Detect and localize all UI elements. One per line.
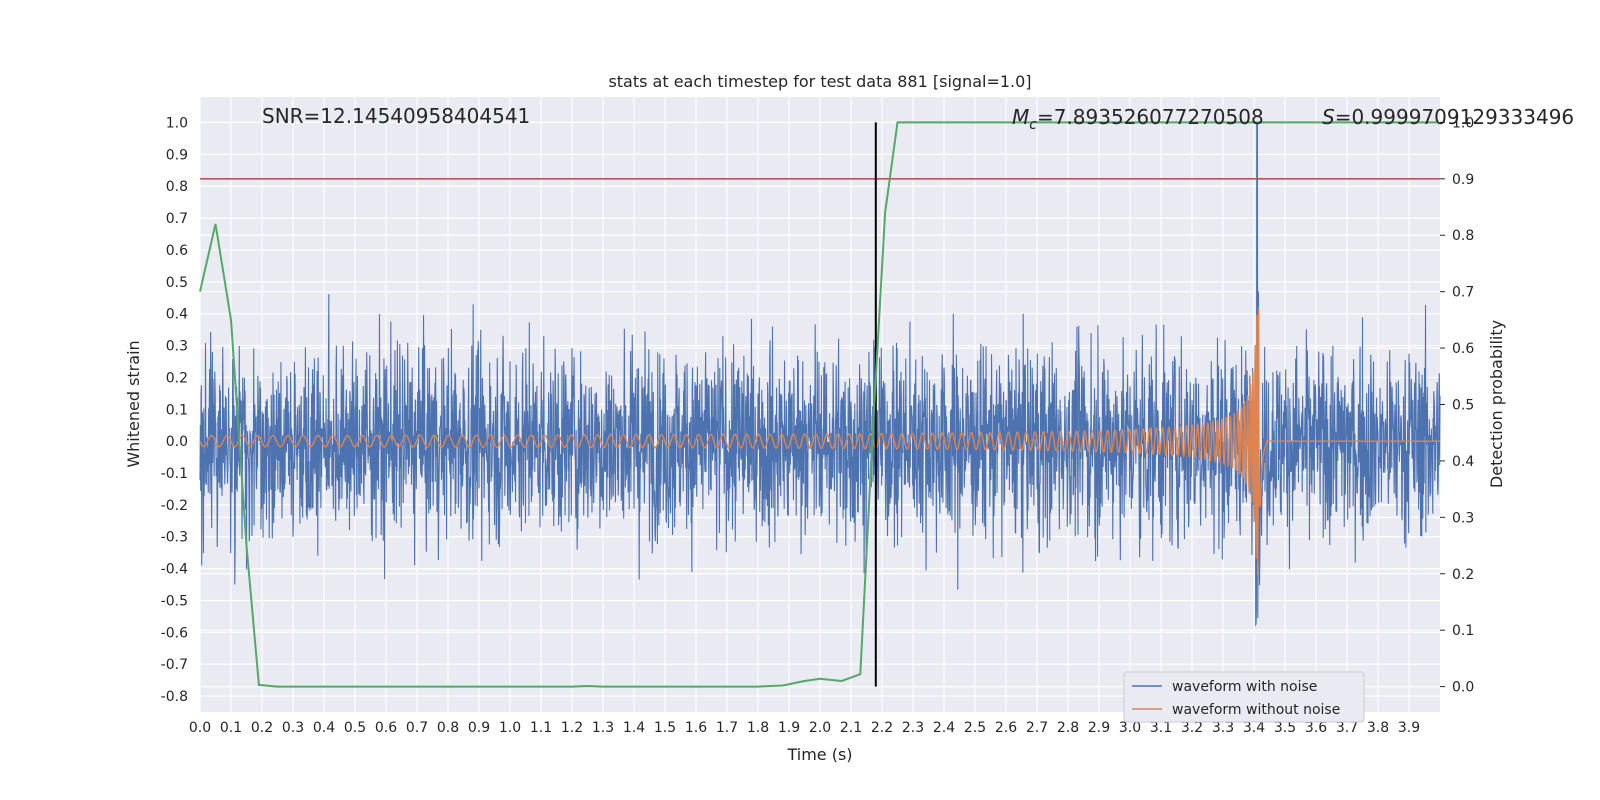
x-tick-label: 2.2 bbox=[871, 720, 893, 736]
x-tick-label: 0.9 bbox=[468, 720, 490, 736]
x-axis-label: Time (s) bbox=[786, 745, 852, 764]
y-left-tick-label: -0.1 bbox=[161, 466, 188, 482]
y-left-tick-label: 0.0 bbox=[166, 434, 188, 450]
x-tick-label: 2.1 bbox=[840, 720, 862, 736]
legend: waveform with noise waveform without noi… bbox=[1123, 671, 1365, 723]
y-right-tick-label: 0.2 bbox=[1452, 567, 1474, 583]
y-left-tick-label: 0.2 bbox=[166, 370, 188, 386]
y-axis-left-label: Whitened strain bbox=[124, 340, 143, 467]
detection-probability-series bbox=[199, 121, 1437, 688]
x-tick-label: 1.7 bbox=[716, 720, 738, 736]
x-tick-label: 2.4 bbox=[933, 720, 955, 736]
y-left-tick-label: -0.4 bbox=[161, 562, 188, 578]
x-tick-label: 3.3 bbox=[1212, 720, 1234, 736]
y-left-tick-label: 0.7 bbox=[166, 211, 188, 227]
y-right-tick-label: 0.6 bbox=[1452, 341, 1474, 357]
x-tick-label: 1.6 bbox=[685, 720, 707, 736]
snr-annotation: SNR=12.14540958404541 bbox=[262, 104, 530, 128]
y-left-tick-label: -0.5 bbox=[161, 593, 188, 609]
chart-title: stats at each timestep for test data 881… bbox=[608, 72, 1031, 91]
x-tick-label: 2.6 bbox=[995, 720, 1017, 736]
x-tick-label: 0.4 bbox=[313, 720, 335, 736]
x-tick-label: 1.4 bbox=[623, 720, 645, 736]
y-axis-left-ticks: 1.0 0.9 0.8 0.7 0.6 0.5 0.4 0.3 0.2 0.1 0.0 -0.1 -0.… bbox=[161, 115, 188, 705]
y-left-tick-label: 0.4 bbox=[166, 307, 188, 323]
y-right-tick-label: 0.5 bbox=[1452, 398, 1474, 414]
y-left-tick-label: -0.3 bbox=[161, 530, 188, 546]
x-tick-label: 1.1 bbox=[530, 720, 552, 736]
y-left-tick-label: 0.6 bbox=[166, 243, 188, 259]
y-left-tick-label: -0.7 bbox=[161, 657, 188, 673]
chirp-mass-annotation: Mc=7.893526077270508 bbox=[1012, 105, 1264, 133]
legend-label-noise: waveform with noise bbox=[1172, 679, 1317, 695]
x-tick-label: 1.5 bbox=[654, 720, 676, 736]
y-left-tick-label: 0.9 bbox=[166, 147, 188, 163]
x-tick-label: 2.0 bbox=[809, 720, 831, 736]
y-right-tick-label: 0.8 bbox=[1452, 228, 1474, 244]
y-left-tick-label: 0.5 bbox=[166, 275, 188, 291]
x-tick-label: 2.5 bbox=[964, 720, 986, 736]
y-right-tick-label: 0.0 bbox=[1452, 680, 1474, 696]
detection-probability-line bbox=[199, 121, 1437, 688]
x-tick-label: 0.1 bbox=[220, 720, 242, 736]
x-tick-label: 0.2 bbox=[251, 720, 273, 736]
x-tick-label: 2.7 bbox=[1026, 720, 1048, 736]
y-left-tick-label: -0.2 bbox=[161, 498, 188, 514]
waveform-without-noise-series bbox=[199, 307, 1440, 575]
x-tick-label: 3.8 bbox=[1367, 720, 1389, 736]
x-tick-label: 3.7 bbox=[1336, 720, 1358, 736]
x-tick-label: 3.6 bbox=[1305, 720, 1327, 736]
x-tick-label: 1.0 bbox=[499, 720, 521, 736]
x-axis-ticks: 0.0 0.1 0.2 0.3 0.4 0.5 0.6 0.7 0.8 0.9 1.0 1.1 1.2 1… bbox=[189, 720, 1420, 736]
x-tick-label: 1.2 bbox=[561, 720, 583, 736]
y-axis-right-ticks: 1.0 0.9 0.8 0.7 0.6 0.5 0.4 0.3 0.2 0.1 0.0 bbox=[1440, 115, 1474, 696]
x-tick-label: 3.1 bbox=[1150, 720, 1172, 736]
x-tick-label: 2.9 bbox=[1088, 720, 1110, 736]
x-tick-label: 0.7 bbox=[406, 720, 428, 736]
x-tick-label: 3.4 bbox=[1243, 720, 1265, 736]
x-tick-label: 0.3 bbox=[282, 720, 304, 736]
legend-label-clean: waveform without noise bbox=[1172, 702, 1340, 718]
y-right-tick-label: 1.0 bbox=[1452, 115, 1474, 131]
x-tick-label: 0.5 bbox=[344, 720, 366, 736]
detection-score-annotation: S=0.9999709129333496 bbox=[1322, 105, 1574, 129]
x-tick-label: 3.2 bbox=[1181, 720, 1203, 736]
x-tick-label: 2.3 bbox=[902, 720, 924, 736]
y-right-tick-label: 0.1 bbox=[1452, 623, 1474, 639]
x-tick-label: 1.9 bbox=[778, 720, 800, 736]
x-tick-label: 1.8 bbox=[747, 720, 769, 736]
y-left-tick-label: -0.6 bbox=[161, 625, 188, 641]
x-tick-label: 3.0 bbox=[1119, 720, 1141, 736]
y-right-tick-label: 0.7 bbox=[1452, 285, 1474, 301]
y-left-tick-label: -0.8 bbox=[161, 689, 188, 705]
y-left-tick-label: 0.8 bbox=[166, 179, 188, 195]
x-tick-label: 3.5 bbox=[1274, 720, 1296, 736]
y-right-tick-label: 0.9 bbox=[1452, 172, 1474, 188]
x-tick-label: 2.8 bbox=[1057, 720, 1079, 736]
y-right-tick-label: 0.3 bbox=[1452, 510, 1474, 526]
y-left-tick-label: 0.3 bbox=[166, 339, 188, 355]
x-tick-label: 1.3 bbox=[592, 720, 614, 736]
y-left-tick-label: 0.1 bbox=[166, 402, 188, 418]
legend-box bbox=[1123, 671, 1365, 723]
x-tick-label: 3.9 bbox=[1398, 720, 1420, 736]
x-tick-label: 0.8 bbox=[437, 720, 459, 736]
x-tick-label: 0.0 bbox=[189, 720, 211, 736]
waveform-without-noise-line bbox=[199, 307, 1440, 575]
y-left-tick-label: 1.0 bbox=[166, 115, 188, 131]
y-axis-right-label: Detection probability bbox=[1487, 320, 1506, 488]
y-right-tick-label: 0.4 bbox=[1452, 454, 1474, 470]
x-tick-label: 0.6 bbox=[375, 720, 397, 736]
